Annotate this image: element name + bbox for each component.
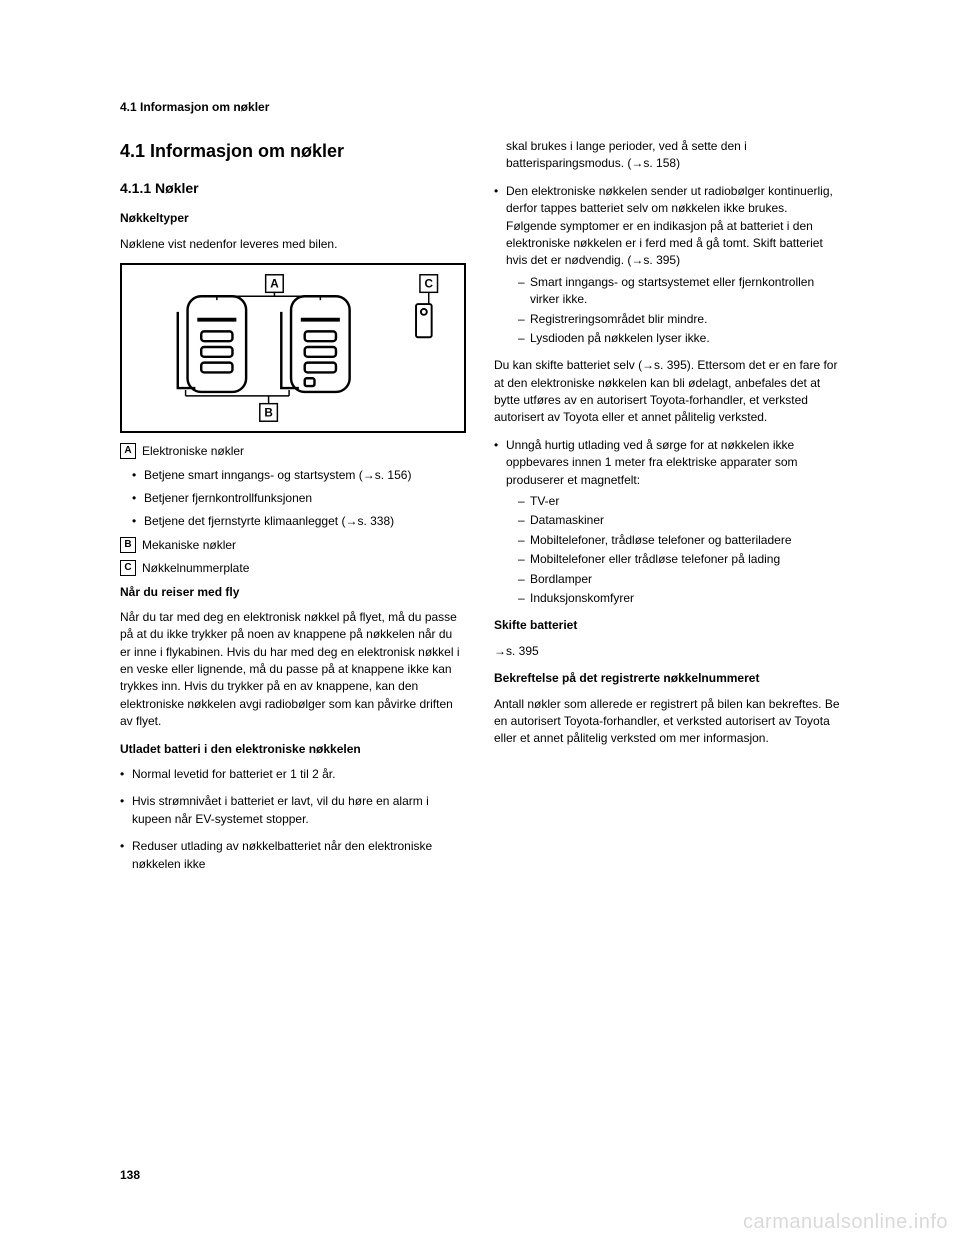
dash-smart-entry: Smart inngangs- og startsystemet eller f… [506,274,840,309]
dash-detection-area: Registreringsområdet blir mindre. [506,311,840,328]
label-c-text: Nøkkelnummerplate [142,560,249,577]
label-a-sub2: Betjener fjernkontrollfunksjonen [120,490,466,507]
heading-depleted-battery: Utladet batteri i den elektroniske nøkke… [120,741,466,758]
section-title: 4.1 Informasjon om nøkler [120,138,466,164]
heading-replace-battery: Skifte batteriet [494,617,840,634]
label-c-row: C Nøkkelnummerplate [120,560,466,577]
svg-text:C: C [425,278,434,291]
bullet-radio-waves: Den elektroniske nøkkelen sender ut radi… [494,183,840,348]
label-box-b: B [120,537,136,553]
dash-computers: Datamaskiner [506,512,840,529]
para-keys-supplied: Nøklene vist nedenfor leveres med bilen. [120,236,466,253]
dash-led: Lysdioden på nøkkelen lyser ikke. [506,330,840,347]
bullet-reduce-drain: Reduser utlading av nøkkelbatteriet når … [120,838,466,873]
key-illustration-svg: A C [122,265,464,431]
heading-flying: Når du reiser med fly [120,584,466,601]
label-b-row: B Mekaniske nøkler [120,537,466,554]
dash-mobile-charging: Mobiltelefoner eller trådløse telefoner … [506,551,840,568]
dash-tv: TV-er [506,493,840,510]
bullet-avoid-rapid-drain: Unngå hurtig utlading ved å sørge for at… [494,437,840,608]
watermark: carmanualsonline.info [743,1211,948,1234]
para-confirm-key: Antall nøkler som allerede er registrert… [494,696,840,748]
para-replace-ref: →s. 395 [494,643,840,660]
label-a-sub3: Betjene det fjernstyrte klimaanlegget (→… [120,513,466,530]
dash-lamps: Bordlamper [506,571,840,588]
subsection-title: 4.1.1 Nøkler [120,178,466,198]
label-b-text: Mekaniske nøkler [142,537,236,554]
heading-key-types: Nøkkeltyper [120,210,466,227]
continuation-text: skal brukes i lange perioder, ved å sett… [494,138,840,173]
bullet-avoid-text: Unngå hurtig utlading ved å sørge for at… [506,438,798,487]
label-box-c: C [120,560,136,576]
content-columns: 4.1 Informasjon om nøkler 4.1.1 Nøkler N… [120,138,840,883]
key-figure: A C [120,263,466,433]
label-a-sub1: Betjene smart inngangs- og startsystem (… [120,467,466,484]
svg-text:A: A [270,278,279,291]
right-column: skal brukes i lange perioder, ved å sett… [494,138,840,883]
bullet-battery-life: Normal levetid for batteriet er 1 til 2 … [120,766,466,783]
left-column: 4.1 Informasjon om nøkler 4.1.1 Nøkler N… [120,138,466,883]
dash-induction: Induksjonskomfyrer [506,590,840,607]
bullet-alarm: Hvis strømnivået i batteriet er lavt, vi… [120,793,466,828]
label-box-a: A [120,443,136,459]
heading-confirm-key-number: Bekreftelse på det registrerte nøkkelnum… [494,670,840,687]
page-number: 138 [120,1168,140,1182]
dash-mobile-chargers: Mobiltelefoner, trådløse telefoner og ba… [506,532,840,549]
para-replace-yourself: Du kan skifte batteriet selv (→s. 395). … [494,357,840,427]
label-a-row: A Elektroniske nøkler [120,443,466,460]
para-flying: Når du tar med deg en elektronisk nøkkel… [120,609,466,731]
bullet-radio-text: Den elektroniske nøkkelen sender ut radi… [506,184,833,268]
label-a-text: Elektroniske nøkler [142,443,244,460]
svg-text:B: B [264,407,272,420]
page-header: 4.1 Informasjon om nøkler [120,100,840,114]
